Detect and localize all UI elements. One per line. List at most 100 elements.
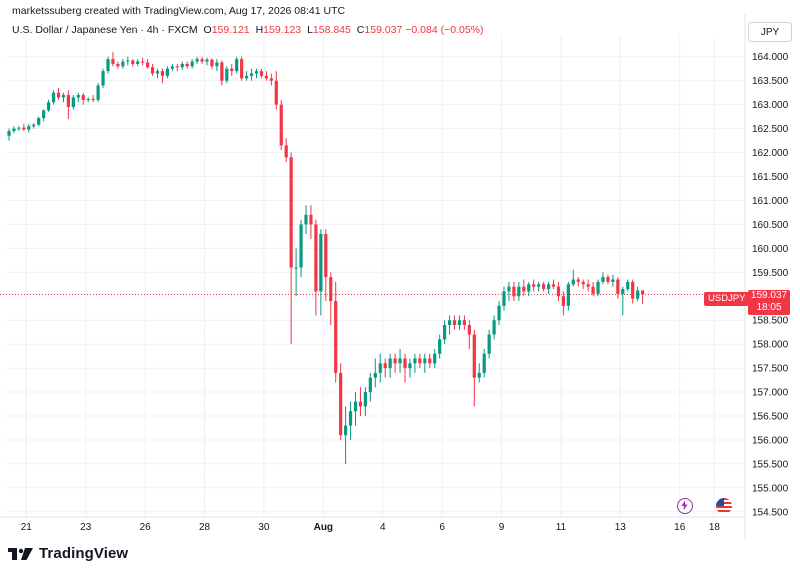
- price-tick-label: 162.000: [752, 148, 789, 159]
- time-tick-label: 4: [380, 522, 386, 533]
- candle-body: [373, 372, 377, 378]
- brand-wordmark: TradingView: [39, 545, 129, 562]
- candle-body: [7, 130, 11, 136]
- time-tick-label: 16: [674, 522, 686, 533]
- time-tick-label: 13: [615, 522, 627, 533]
- candle-body: [368, 377, 372, 393]
- price-tick-label: 160.500: [752, 220, 789, 231]
- low-value: 158.845: [312, 24, 351, 36]
- candle-body: [606, 277, 610, 282]
- candle-body: [452, 320, 457, 325]
- grid: [6, 36, 745, 517]
- tradingview-logo[interactable]: TradingView: [8, 545, 128, 562]
- candle-body: [522, 286, 526, 292]
- candle-body: [363, 392, 367, 407]
- candle-body: [245, 75, 249, 79]
- price-tick-label: 163.000: [752, 100, 789, 111]
- open-label: O: [203, 24, 212, 36]
- candle-body: [126, 60, 130, 62]
- candle-body: [121, 61, 125, 67]
- price-tick-label: 156.500: [752, 412, 789, 423]
- candle-body: [185, 63, 189, 67]
- candle-body: [141, 61, 145, 63]
- candle-body: [56, 92, 61, 98]
- candle-body: [581, 281, 585, 285]
- low-label: L: [307, 24, 313, 36]
- lightning-icon[interactable]: [677, 498, 693, 514]
- candle-body: [358, 401, 363, 407]
- candle-body: [636, 290, 640, 299]
- candle-body: [626, 281, 630, 290]
- candle-body: [418, 358, 422, 364]
- open-value: 159.121: [211, 24, 250, 36]
- price-tick-label: 159.500: [752, 268, 789, 279]
- candle-body: [269, 78, 273, 81]
- candle-body: [631, 281, 635, 299]
- candle-body: [32, 124, 36, 127]
- symbol-price-tag: USDJPY: [704, 292, 750, 306]
- candle-body: [641, 290, 645, 295]
- last-price-value: 159.037: [750, 290, 788, 301]
- candle-body: [611, 279, 615, 282]
- candle-body: [512, 286, 516, 297]
- candle-body: [230, 68, 234, 72]
- candle-body: [42, 110, 46, 119]
- candle-body: [136, 61, 140, 64]
- candle-body: [160, 71, 165, 76]
- candle-body: [96, 85, 100, 100]
- candle-body: [76, 95, 80, 98]
- candle-body: [17, 127, 21, 129]
- price-tick-label: 157.000: [752, 388, 789, 399]
- time-tick-label: 30: [258, 522, 270, 533]
- candle-body: [492, 320, 496, 335]
- candles: [7, 51, 645, 464]
- candle-body: [51, 92, 56, 103]
- price-tick-label: 158.500: [752, 316, 789, 327]
- candle-body: [586, 284, 590, 287]
- currency-badge[interactable]: JPY: [748, 22, 792, 42]
- candle-body: [423, 358, 427, 364]
- price-tick-label: 164.000: [752, 52, 789, 63]
- candle-body: [324, 233, 328, 278]
- candle-body: [502, 291, 506, 306]
- candle-body: [259, 71, 264, 76]
- candle-body: [542, 284, 546, 290]
- candle-body: [329, 277, 333, 302]
- time-tick-label: 6: [439, 522, 445, 533]
- time-tick-label: 28: [199, 522, 211, 533]
- time-tick-label: 21: [21, 522, 33, 533]
- price-axis[interactable]: 164.000 163.500 163.000 162.500 162.000 161.5…: [744, 14, 789, 540]
- price-tick-label: 163.500: [752, 76, 789, 87]
- candle-body: [616, 279, 620, 294]
- time-tick-label: 18: [709, 522, 721, 533]
- candle-body: [457, 320, 462, 325]
- candle-body: [220, 62, 224, 81]
- candle-body: [309, 214, 313, 225]
- time-tick-label: 23: [80, 522, 92, 533]
- time-axis[interactable]: 21 23 26 28 30 Aug 4 6 9 11 13 16 18: [0, 516, 745, 533]
- candle-body: [353, 401, 358, 412]
- candle-body: [240, 59, 244, 79]
- candle-body: [571, 279, 575, 285]
- candle-body: [447, 320, 452, 325]
- bar-countdown: 18:05: [756, 302, 782, 313]
- candle-body: [497, 305, 501, 321]
- candle-body: [601, 277, 605, 282]
- candle-body: [294, 267, 298, 269]
- candle-body: [170, 66, 174, 69]
- candle-body: [91, 98, 95, 100]
- candle-body: [546, 284, 551, 290]
- candle-body: [111, 59, 115, 64]
- price-tick-label: 160.000: [752, 244, 789, 255]
- candle-body: [566, 284, 570, 306]
- candle-body: [254, 71, 259, 74]
- us-flag-icon[interactable]: [716, 498, 732, 514]
- candle-body: [195, 59, 199, 62]
- candle-body: [388, 358, 392, 369]
- candle-body: [27, 126, 31, 130]
- symbol-info-bar: U.S. Dollar / Japanese Yen · 4h · FXCM O…: [12, 24, 484, 36]
- candle-body: [551, 284, 556, 287]
- candle-body: [66, 95, 70, 108]
- candle-body: [596, 281, 600, 294]
